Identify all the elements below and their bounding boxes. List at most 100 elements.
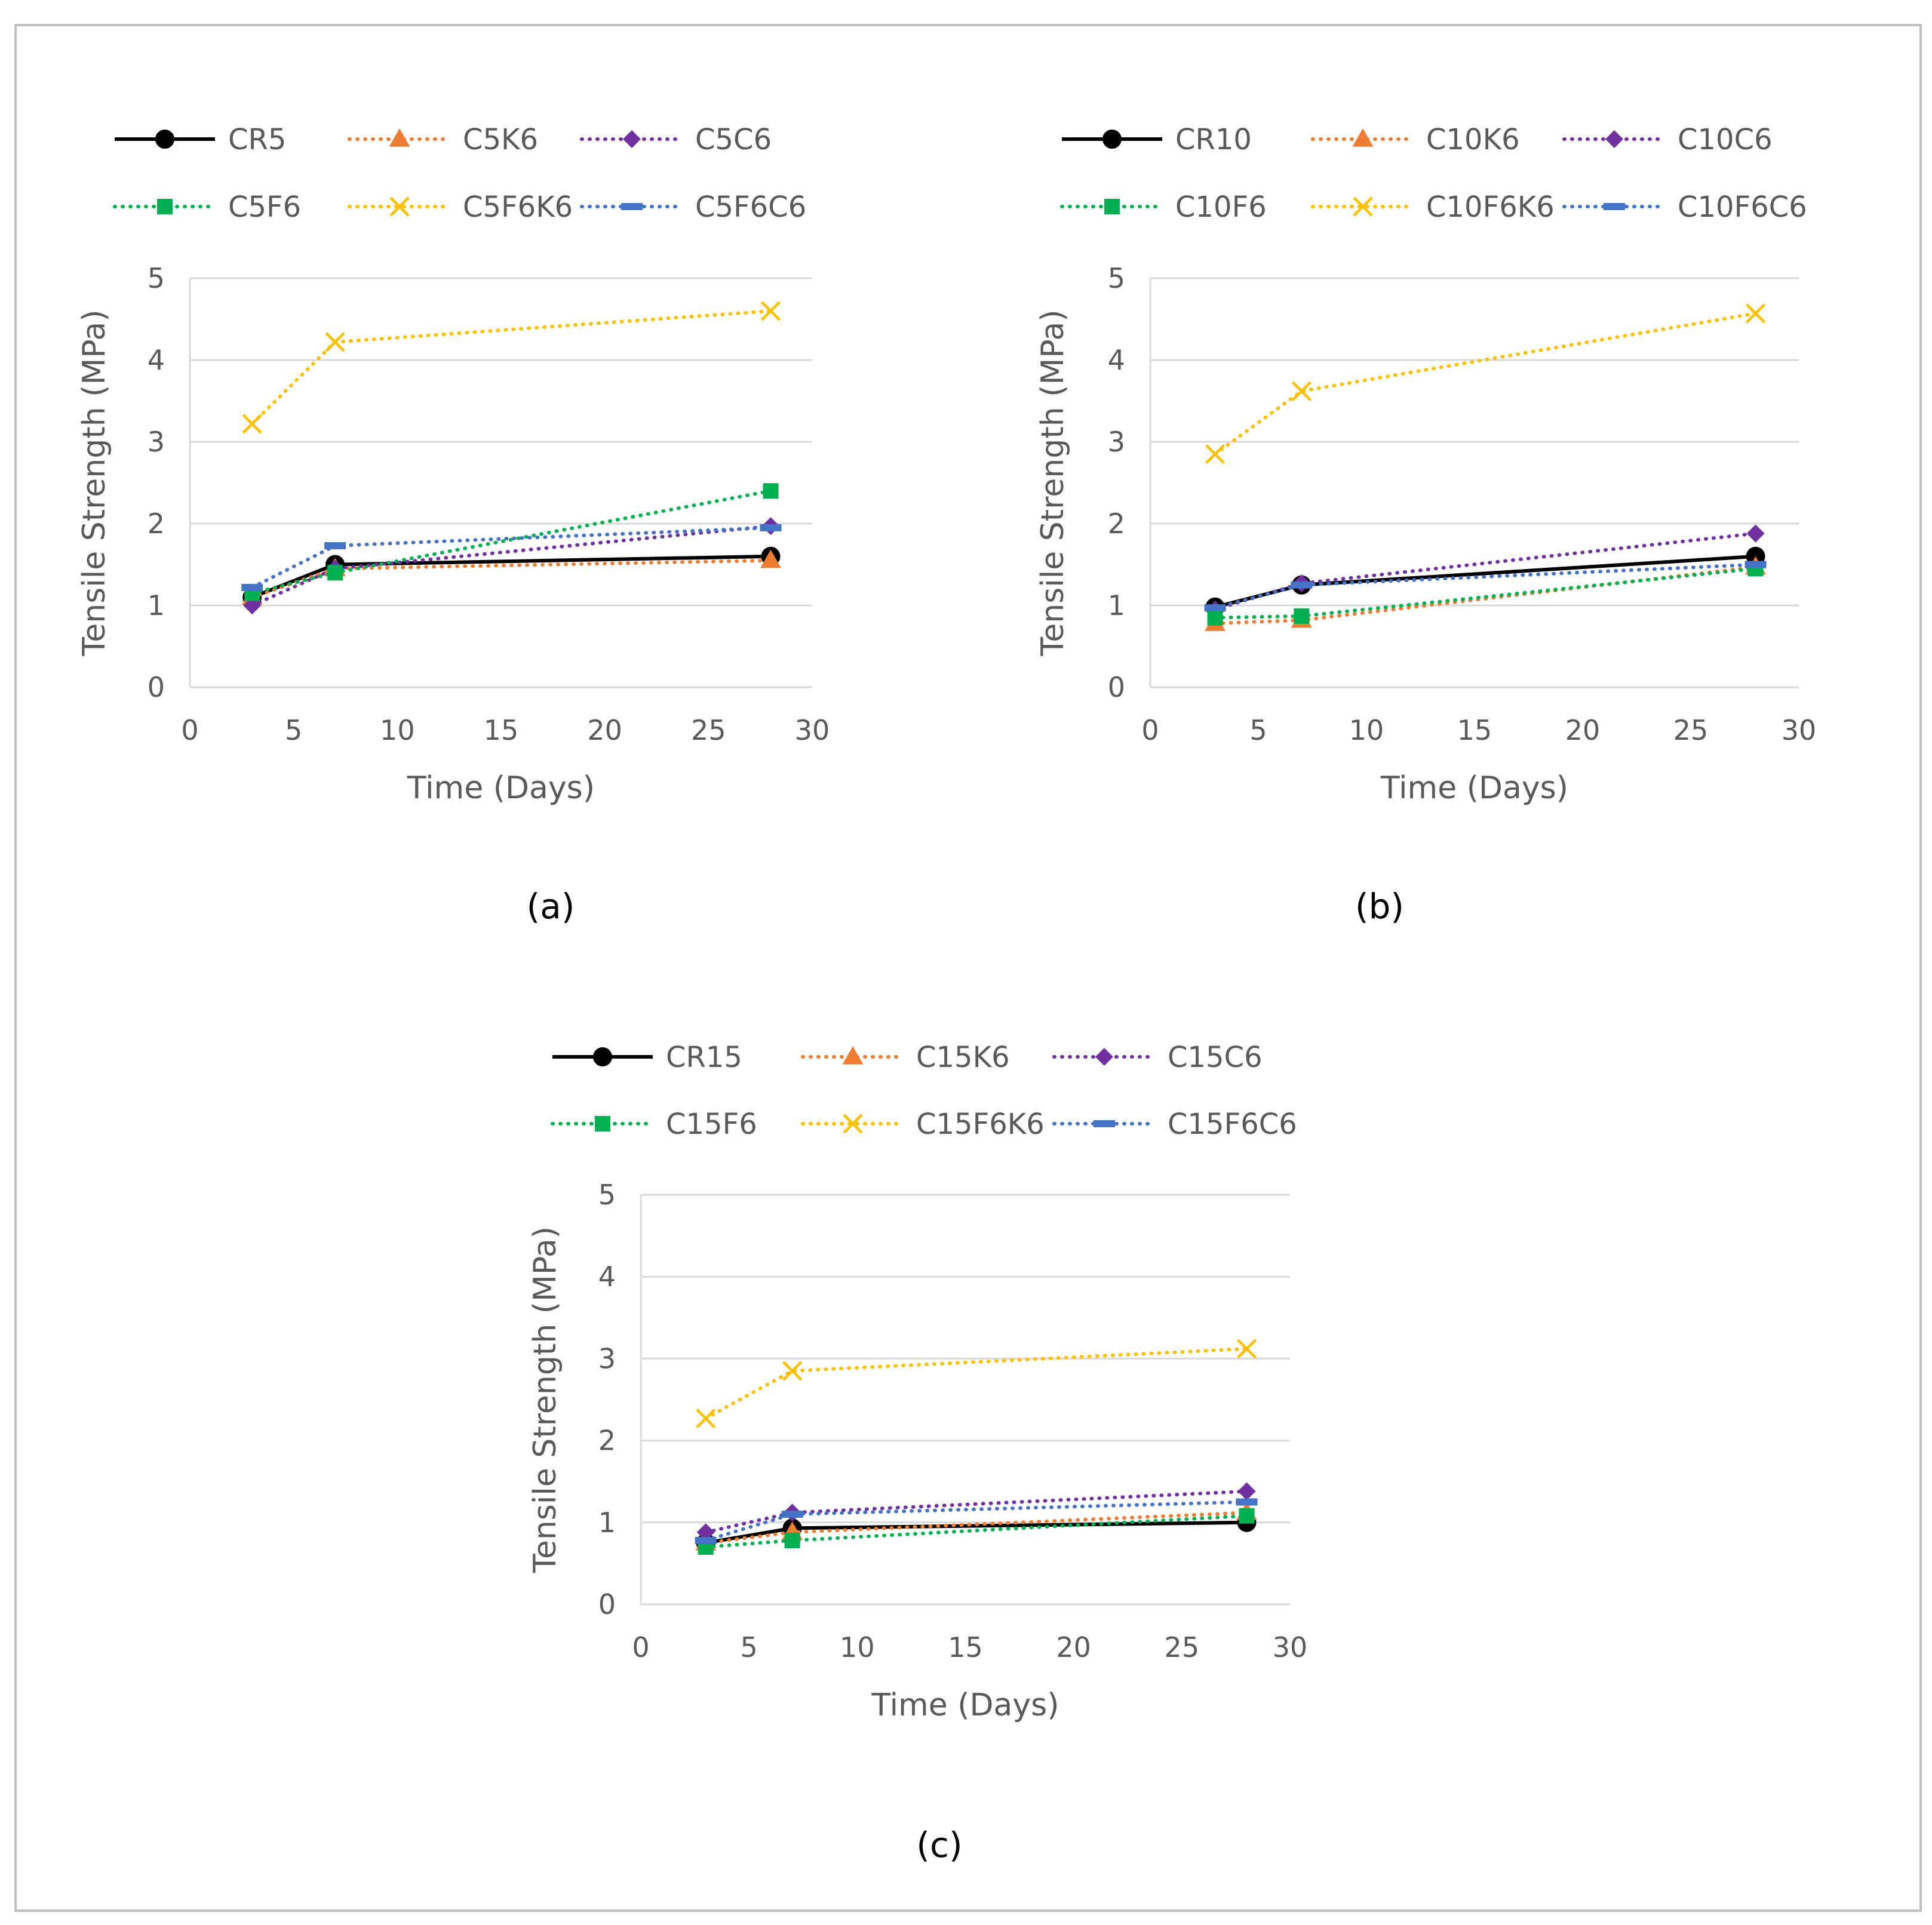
- legend-entry-CR5: CR5: [115, 123, 286, 156]
- data-point-C5F6K6-7: [325, 332, 345, 352]
- x-tick-label: 30: [1273, 1631, 1308, 1663]
- legend-entry-C15K6: C15K6: [801, 1041, 1010, 1074]
- data-point-C15F6K6-28: [1236, 1339, 1257, 1359]
- y-tick-label: 3: [148, 426, 165, 458]
- legend-entry-C5F6C6: C5F6C6: [580, 190, 806, 224]
- legend-entry-C5F6K6: C5F6K6: [348, 190, 573, 224]
- legend-label: C10F6K6: [1426, 190, 1555, 224]
- data-point-C15F6-7: [784, 1532, 800, 1548]
- legend-label: C15F6K6: [916, 1108, 1045, 1141]
- legend-marker-C10F6: [1104, 199, 1120, 214]
- legend-entry-C10F6: C10F6: [1060, 190, 1267, 224]
- x-tick-label: 30: [795, 714, 830, 746]
- data-point-C5F6K6-7-stroke-b: [325, 332, 345, 352]
- x-axis-title: Time (Days): [407, 770, 595, 806]
- y-tick-label: 4: [1108, 344, 1125, 376]
- legend-entry-C10C6: C10C6: [1562, 123, 1773, 156]
- legend: CR5 C5K6 C5C6 C5F6 C5F6K6 C5F6C6: [113, 123, 806, 224]
- series-line-C5C6: [250, 524, 773, 607]
- legend-label: C10K6: [1426, 123, 1520, 156]
- y-tick-label: 1: [598, 1506, 616, 1539]
- series-line-C10F6C6: [1213, 562, 1758, 610]
- legend-marker-C15F6: [595, 1116, 610, 1131]
- series-C10F6K6: [1205, 303, 1766, 465]
- x-tick-label: 0: [181, 714, 198, 746]
- legend-marker-C15C6: [1095, 1048, 1113, 1066]
- legend-label: C15K6: [916, 1041, 1010, 1074]
- panel-label: (c): [916, 1825, 962, 1865]
- data-point-C15F6K6-7-stroke-b: [782, 1361, 803, 1381]
- x-tick-label: 25: [1673, 714, 1709, 746]
- data-point-C10F6K6-7: [1291, 381, 1311, 401]
- y-axis-title: Tensile Strength (MPa): [76, 309, 112, 656]
- data-point-C15C6-28: [1237, 1482, 1256, 1500]
- series-line-C15F6K6: [704, 1346, 1249, 1420]
- legend-entry-C5K6: C5K6: [348, 123, 538, 156]
- data-point-C5F6-7: [327, 565, 343, 581]
- x-tick-label: 15: [1457, 714, 1492, 746]
- figure-border: [14, 24, 1922, 1912]
- legend-label: CR10: [1175, 123, 1252, 156]
- series-line-C15C6: [704, 1489, 1249, 1535]
- legend-label: C10C6: [1678, 123, 1773, 156]
- y-tick-label: 5: [598, 1179, 616, 1211]
- data-point-C10C6-28: [1746, 524, 1765, 543]
- legend-marker-C5F6K6: [389, 196, 410, 217]
- y-tick-label: 2: [598, 1425, 616, 1457]
- data-point-C5C6-3: [243, 596, 262, 614]
- data-point-C15F6C6-3: [695, 1536, 717, 1544]
- legend-marker-CR10: [1102, 130, 1122, 149]
- y-tick-label: 0: [598, 1588, 616, 1620]
- legend-entry-C5C6: C5C6: [580, 123, 772, 156]
- data-point-C10F6K6-3: [1205, 444, 1225, 465]
- data-point-C15F6C6-28: [1236, 1498, 1258, 1506]
- series-C10F6C6: [1204, 561, 1767, 612]
- y-tick-label: 2: [148, 508, 165, 540]
- x-tick-label: 5: [741, 1631, 758, 1663]
- panel-label: (b): [1355, 886, 1404, 927]
- data-point-C5F6C6-3: [241, 583, 263, 591]
- chart-panel-2: 0 1 2 3 4 5 0 5 10 15 20 25 30 Time (Days) Tensile Str…: [1035, 123, 1816, 927]
- legend-marker-C10F6K6: [1353, 196, 1373, 217]
- legend-entry-CR15: CR15: [552, 1041, 742, 1074]
- legend-label: CR15: [666, 1041, 742, 1074]
- legend-marker-C5F6: [157, 199, 173, 214]
- series-C5F6C6: [241, 524, 782, 591]
- series-C10F6: [1207, 561, 1764, 626]
- data-point-C10F6K6-7-stroke-b: [1291, 381, 1311, 401]
- data-point-C10F6K6-3-stroke-b: [1205, 444, 1225, 465]
- legend-marker-C10F6C6: [1604, 203, 1625, 210]
- x-tick-label: 0: [632, 1631, 649, 1663]
- x-tick-label: 10: [840, 1631, 875, 1663]
- legend-marker-C15F6C6: [1094, 1120, 1115, 1127]
- legend-entry-C15F6: C15F6: [551, 1108, 757, 1141]
- data-point-C5K6-28: [760, 549, 781, 568]
- legend-label: C5F6: [228, 190, 301, 224]
- legend-entry-C15F6K6: C15F6K6: [801, 1108, 1045, 1141]
- legend-entry-C10F6K6: C10F6K6: [1311, 190, 1555, 224]
- data-point-C5F6C6-7: [324, 542, 346, 549]
- legend-label: C15F6: [666, 1108, 757, 1141]
- legend-marker-C15F6K6: [843, 1114, 863, 1134]
- data-point-C5F6K6-3-stroke-b: [242, 414, 262, 434]
- y-tick-label: 5: [148, 262, 165, 294]
- legend-label: C5F6C6: [695, 190, 806, 224]
- y-tick-label: 5: [1108, 262, 1125, 294]
- x-tick-label: 0: [1141, 714, 1159, 746]
- y-tick-label: 4: [598, 1260, 616, 1293]
- data-point-C10F6K6-28: [1746, 303, 1766, 324]
- legend-entry-CR10: CR10: [1062, 123, 1252, 156]
- legend: CR15 C15K6 C15C6 C15F6 C15F6K6 C15F6C6: [551, 1041, 1297, 1141]
- x-tick-label: 20: [1056, 1631, 1091, 1663]
- y-tick-label: 0: [1108, 671, 1125, 703]
- legend-entry-C10K6: C10K6: [1311, 123, 1520, 156]
- y-tick-label: 3: [1108, 426, 1125, 458]
- data-point-C5F6K6-3: [242, 414, 262, 434]
- series-C5F6: [244, 483, 779, 601]
- y-tick-label: 4: [148, 344, 165, 376]
- x-tick-label: 15: [948, 1631, 983, 1663]
- series-C15F6C6: [695, 1498, 1258, 1544]
- data-point-C10F6-7: [1294, 608, 1310, 624]
- data-point-C15F6K6-3-stroke-b: [696, 1408, 716, 1429]
- y-tick-label: 1: [1108, 589, 1125, 622]
